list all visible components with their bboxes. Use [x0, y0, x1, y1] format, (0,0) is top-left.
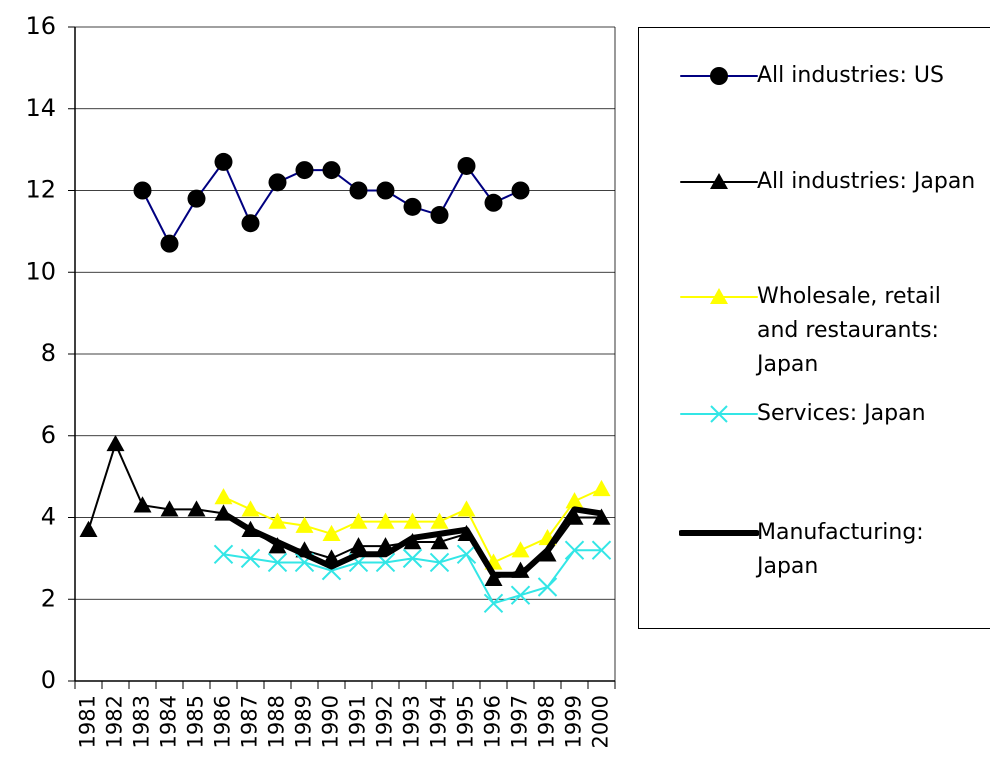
- marker: [133, 496, 152, 513]
- series-line: [221, 506, 602, 578]
- x-tick-label: 1992: [373, 695, 397, 748]
- x-tick-label: 1988: [265, 695, 289, 748]
- legend-marker: [710, 405, 728, 423]
- x-tick-label: 1989: [292, 695, 316, 748]
- marker: [592, 508, 611, 525]
- legend-marker: [710, 67, 728, 85]
- x-tick-label: 1984: [157, 695, 181, 748]
- x-tick-label: 1981: [76, 695, 100, 748]
- marker: [349, 181, 368, 200]
- marker: [510, 585, 531, 605]
- x-tick-label: 1991: [346, 695, 370, 748]
- x-tick-label: 1998: [535, 695, 559, 748]
- x-tick-label: 1996: [481, 695, 505, 748]
- marker: [160, 500, 179, 517]
- x-tick-label: 1997: [508, 695, 532, 748]
- marker: [213, 544, 234, 564]
- legend-label: Services: Japan: [757, 401, 926, 426]
- y-tick-label: 6: [41, 421, 56, 449]
- marker: [376, 512, 395, 529]
- legend-label: All industries: Japan: [757, 169, 976, 194]
- marker: [295, 161, 314, 180]
- marker: [403, 197, 422, 216]
- x-tick-label: 2000: [589, 695, 613, 748]
- marker: [483, 593, 504, 614]
- x-tick-label: 1985: [184, 695, 208, 748]
- marker: [484, 193, 503, 212]
- marker: [484, 569, 503, 587]
- legend-label: All industries: US: [757, 63, 944, 88]
- marker: [456, 544, 477, 564]
- marker: [187, 500, 206, 517]
- marker: [240, 548, 261, 569]
- marker: [537, 577, 558, 597]
- marker: [133, 181, 152, 200]
- legend-swatch: [679, 530, 759, 536]
- marker: [106, 434, 125, 452]
- y-tick-label: 14: [25, 94, 56, 122]
- marker: [565, 492, 584, 509]
- legend-label: Wholesale, retail and restaurants: Japan: [757, 284, 941, 377]
- marker: [457, 156, 476, 175]
- x-tick-label: 1983: [130, 695, 154, 748]
- y-tick-label: 10: [25, 257, 56, 285]
- marker: [214, 488, 233, 505]
- legend-swatch: [680, 405, 758, 423]
- marker: [564, 540, 585, 560]
- legend-marker: [710, 288, 728, 304]
- legend-marker: [710, 173, 728, 189]
- x-tick-label: 1995: [454, 695, 478, 748]
- y-tick-label: 2: [41, 584, 56, 612]
- marker: [430, 206, 449, 225]
- x-tick-label: 1982: [103, 695, 127, 748]
- marker: [322, 524, 341, 542]
- y-tick-label: 8: [41, 339, 56, 367]
- marker: [349, 537, 368, 554]
- marker: [187, 189, 206, 208]
- marker: [591, 540, 612, 560]
- marker: [79, 520, 98, 537]
- marker: [402, 548, 423, 569]
- marker: [241, 214, 260, 233]
- marker: [403, 512, 422, 529]
- marker: [592, 479, 611, 497]
- x-tick-label: 1986: [211, 695, 235, 748]
- marker: [267, 552, 288, 573]
- legend-swatch: [680, 67, 758, 85]
- marker: [214, 152, 233, 171]
- marker: [160, 234, 179, 253]
- marker: [511, 181, 530, 200]
- x-tick-label: 1999: [562, 695, 586, 748]
- x-tick-label: 1994: [427, 695, 451, 748]
- y-tick-label: 0: [41, 666, 56, 694]
- marker: [349, 512, 368, 529]
- x-tick-label: 1987: [238, 695, 262, 748]
- legend-label: Manufacturing: Japan: [757, 520, 924, 579]
- marker: [295, 516, 314, 533]
- marker: [457, 500, 476, 517]
- y-tick-label: 12: [25, 176, 56, 204]
- marker: [511, 541, 530, 558]
- legend-swatch: [680, 173, 758, 189]
- y-tick-label: 16: [25, 12, 56, 40]
- marker: [241, 500, 260, 517]
- legend: All industries: US All industries: Japan W…: [638, 27, 990, 629]
- marker: [430, 533, 449, 550]
- marker: [322, 161, 341, 180]
- marker: [429, 552, 450, 573]
- marker: [268, 512, 287, 529]
- marker: [268, 173, 287, 192]
- y-tick-label: 4: [41, 503, 56, 531]
- marker: [430, 512, 449, 529]
- x-tick-label: 1993: [400, 695, 424, 748]
- marker: [376, 181, 395, 200]
- x-tick-label: 1990: [319, 695, 343, 748]
- legend-swatch: [680, 288, 758, 304]
